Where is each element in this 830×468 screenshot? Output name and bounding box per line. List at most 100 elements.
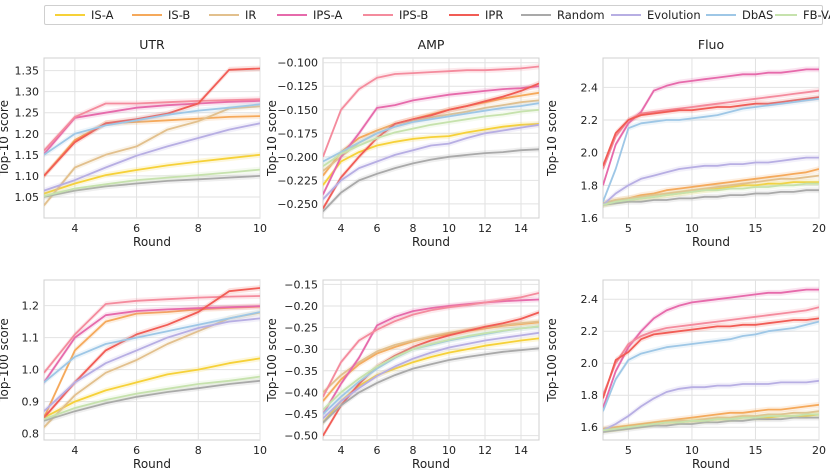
chart-panel-5: −0.50 −0.45 −0.40 −0.35 −0.30 −0.25 −0.20 −0.15… <box>265 278 540 468</box>
y-tick-label: 1.20 <box>15 128 40 141</box>
legend-label: IS-A <box>91 8 114 22</box>
legend-swatch <box>363 13 393 16</box>
x-axis-label: Round <box>412 457 450 468</box>
legend-swatch <box>775 13 797 16</box>
x-tick-label: 12 <box>478 222 492 235</box>
chart-panel-2: −0.250 −0.225 −0.200 −0.175 −0.150 −0.125 −0.1… <box>265 37 540 249</box>
series-group <box>44 65 260 209</box>
band-random <box>323 345 539 426</box>
x-tick-label: 10 <box>685 444 699 457</box>
x-tick-label: 8 <box>195 222 202 235</box>
y-tick-label: 2.2 <box>581 114 599 127</box>
legend-swatch <box>521 13 551 16</box>
x-tick-label: 15 <box>748 444 762 457</box>
band-ipr <box>323 80 539 212</box>
x-tick-label: 10 <box>253 444 267 457</box>
legend-swatch <box>449 13 479 16</box>
y-tick-label: 1.8 <box>581 179 599 192</box>
band-evolution <box>323 121 539 203</box>
y-tick-label: 1.1 <box>22 332 40 345</box>
series-line-fb-vae <box>323 325 539 411</box>
x-tick-label: 20 <box>812 444 826 457</box>
series-line-is-a <box>44 153 260 195</box>
series-line-ipr <box>603 317 819 399</box>
chart-panel-1: 1.05 1.10 1.15 1.20 1.25 1.30 1.35 4 6 8 10 UTR Roun… <box>0 37 267 249</box>
series-line-ir <box>323 320 539 394</box>
y-tick-label: 0.8 <box>22 428 40 441</box>
legend-item-dbas: DbAS <box>706 8 773 23</box>
legend-item-evolution: Evolution <box>611 8 701 23</box>
y-tick-label: 1.6 <box>581 212 599 225</box>
legend-swatch <box>706 13 736 16</box>
y-tick-label: 1.25 <box>15 107 40 120</box>
legend-label: IS-B <box>168 8 191 22</box>
series-line-ips-b <box>323 292 539 398</box>
chart-title: AMP <box>418 37 445 52</box>
y-tick-label: −0.25 <box>284 322 318 335</box>
band-ips-a <box>603 286 819 411</box>
series-line-dbas <box>44 311 260 384</box>
series-line-ips-b <box>603 306 819 396</box>
x-tick-label: 4 <box>338 222 345 235</box>
y-tick-label: −0.200 <box>277 151 318 164</box>
series-line-dbas <box>603 320 819 412</box>
chart-panel-3: 1.6 1.8 2.0 2.2 2.4 5 10 15 20 Fluo Round Top-10 sc… <box>545 37 826 249</box>
series-line-is-b <box>44 115 260 177</box>
band-dbas <box>603 318 819 415</box>
y-tick-label: 1.05 <box>15 191 40 204</box>
series-line-random <box>603 189 819 206</box>
band-is-a <box>44 152 260 197</box>
band-dbas <box>323 323 539 417</box>
x-tick-label: 6 <box>133 444 140 457</box>
legend-label: IPS-B <box>399 8 429 22</box>
legend-label: IPS-A <box>313 8 343 22</box>
series-group <box>323 63 539 215</box>
series-line-evolution <box>603 156 819 206</box>
x-tick-label: 4 <box>338 444 345 457</box>
series-line-ips-b <box>323 65 539 158</box>
band-ips-b <box>323 290 539 400</box>
legend-label: Evolution <box>647 8 701 22</box>
y-axis-label: Top-100 score <box>0 318 11 403</box>
x-axis-label: Round <box>412 235 450 249</box>
legend: IS-A IS-B IR IPS-A IPS-B IPR Random Evol… <box>44 5 830 25</box>
legend-label: DbAS <box>742 8 774 22</box>
series-line-ips-a <box>603 288 819 409</box>
series-line-ipr <box>323 82 539 210</box>
band-ips-b <box>44 96 260 154</box>
y-tick-label: −0.50 <box>284 430 318 443</box>
y-tick-label: 1.10 <box>15 170 40 183</box>
x-tick-label: 6 <box>374 444 381 457</box>
y-tick-label: 1.6 <box>581 421 599 434</box>
legend-item-random: Random <box>521 8 605 23</box>
y-tick-label: −0.15 <box>284 278 318 291</box>
y-tick-label: −0.225 <box>277 174 318 187</box>
series-line-ipr <box>323 311 539 437</box>
x-tick-label: 4 <box>71 444 78 457</box>
band-is-b <box>44 113 260 179</box>
x-tick-label: 10 <box>685 222 699 235</box>
series-line-is-a <box>323 337 539 424</box>
y-tick-label: 2.0 <box>581 357 599 370</box>
series-line-is-a <box>44 357 260 419</box>
x-tick-label: 8 <box>195 444 202 457</box>
y-axis-label: Top-10 score <box>265 100 279 177</box>
series-line-evolution <box>323 123 539 200</box>
band-fb-vae <box>44 373 260 423</box>
x-tick-label: 10 <box>442 222 456 235</box>
y-tick-label: 1.15 <box>15 149 40 162</box>
series-line-random <box>323 347 539 424</box>
series-line-fb-vae <box>603 182 819 206</box>
y-axis-label: Top-10 score <box>0 100 11 177</box>
series-line-ips-b <box>44 295 260 374</box>
series-line-ips-a <box>44 100 260 155</box>
band-ips-a <box>44 98 260 157</box>
legend-item-fb-vae: FB-VAE <box>775 8 830 23</box>
series-line-evolution <box>44 317 260 412</box>
band-evolution <box>603 377 819 434</box>
legend-label: Random <box>557 8 605 22</box>
series-line-ipr <box>44 287 260 419</box>
x-axis-label: Round <box>692 235 730 249</box>
series-line-random <box>44 175 260 198</box>
